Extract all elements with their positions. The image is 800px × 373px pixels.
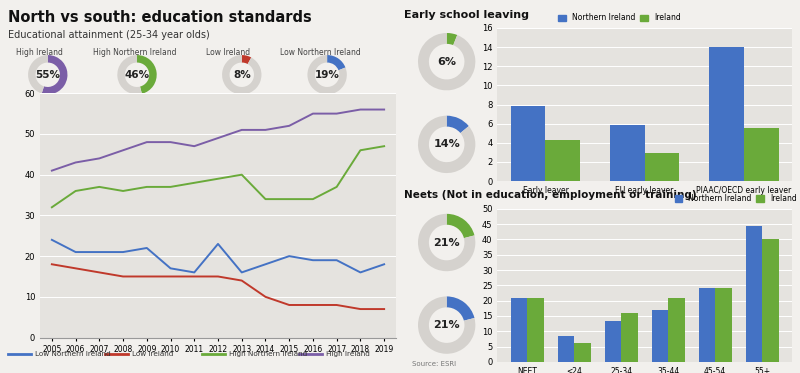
Bar — [510, 106, 546, 181]
Bar — [746, 226, 762, 362]
Bar — [698, 288, 715, 362]
Legend: Northern Ireland, Ireland: Northern Ireland, Ireland — [672, 191, 800, 206]
Bar — [744, 128, 778, 181]
Bar — [610, 125, 645, 181]
Text: North vs south: education standards: North vs south: education standards — [8, 10, 312, 25]
Bar — [715, 288, 732, 362]
Bar — [527, 298, 544, 362]
Text: Low Ireland: Low Ireland — [132, 351, 174, 357]
Bar — [668, 298, 685, 362]
Bar — [621, 313, 638, 362]
Text: Neets (Not in education, employment or training): Neets (Not in education, employment or t… — [404, 190, 697, 200]
Text: Early school leaving: Early school leaving — [404, 9, 529, 19]
Text: High Ireland: High Ireland — [16, 48, 62, 57]
Text: High Ireland: High Ireland — [326, 351, 370, 357]
Text: Low Northern Ireland: Low Northern Ireland — [280, 48, 360, 57]
Text: Source: ESRI: Source: ESRI — [412, 361, 456, 367]
Text: High Northern Ireland: High Northern Ireland — [94, 48, 177, 57]
Bar — [645, 153, 679, 181]
Bar — [762, 239, 778, 362]
Text: Educational attainment (25-34 year olds): Educational attainment (25-34 year olds) — [8, 31, 210, 40]
Bar — [510, 298, 527, 362]
Text: Low Northern Ireland: Low Northern Ireland — [35, 351, 111, 357]
Legend: Northern Ireland, Ireland: Northern Ireland, Ireland — [555, 10, 683, 25]
Text: Low Ireland: Low Ireland — [206, 48, 250, 57]
Bar — [652, 310, 668, 362]
Text: High Northern Ireland: High Northern Ireland — [229, 351, 307, 357]
Bar — [605, 320, 621, 362]
Bar — [574, 344, 590, 362]
Bar — [709, 47, 744, 181]
Bar — [558, 336, 574, 362]
Bar — [546, 140, 580, 181]
